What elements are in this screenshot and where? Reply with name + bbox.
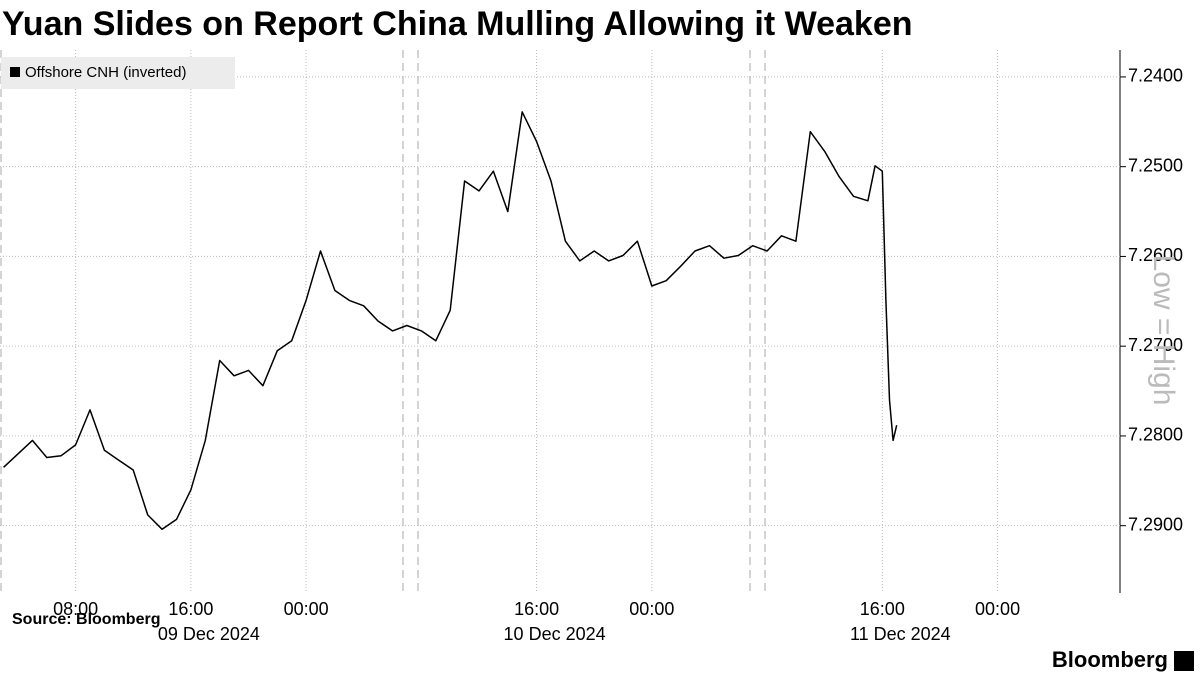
legend-box [1,57,235,89]
price-line [3,111,898,531]
x-tick-label: 16:00 [860,599,905,619]
x-date-label: 11 Dec 2024 [850,624,951,644]
legend-label: Offshore CNH (inverted) [25,64,186,81]
chart-title: Yuan Slides on Report China Mulling Allo… [2,5,913,43]
x-tick-label: 16:00 [168,599,213,619]
y-tick-label: 7.2800 [1128,425,1183,445]
x-tick-label: 08:00 [53,599,98,619]
y-tick-label: 7.2600 [1128,245,1183,265]
session-breaks [0,50,766,593]
y-tick-label: 7.2500 [1128,155,1183,175]
x-tick-label: 00:00 [629,599,674,619]
y-tick-label: 7.2900 [1128,514,1183,534]
x-date-label: 10 Dec 2024 [504,624,606,644]
brand: Bloomberg [1052,647,1168,672]
brand-icon [1174,651,1194,671]
y-tick-label: 7.2700 [1128,335,1183,355]
legend-swatch [10,67,20,77]
y-tick-label: 7.2400 [1128,66,1183,86]
annotation: Low = High [1147,255,1180,406]
x-tick-label: 16:00 [514,599,559,619]
source: Source: Bloomberg [12,611,160,628]
legend: Offshore CNH (inverted) [1,57,235,89]
x-tick-label: 00:00 [284,599,329,619]
x-tick-label: 00:00 [975,599,1020,619]
x-date-label: 09 Dec 2024 [158,624,260,644]
